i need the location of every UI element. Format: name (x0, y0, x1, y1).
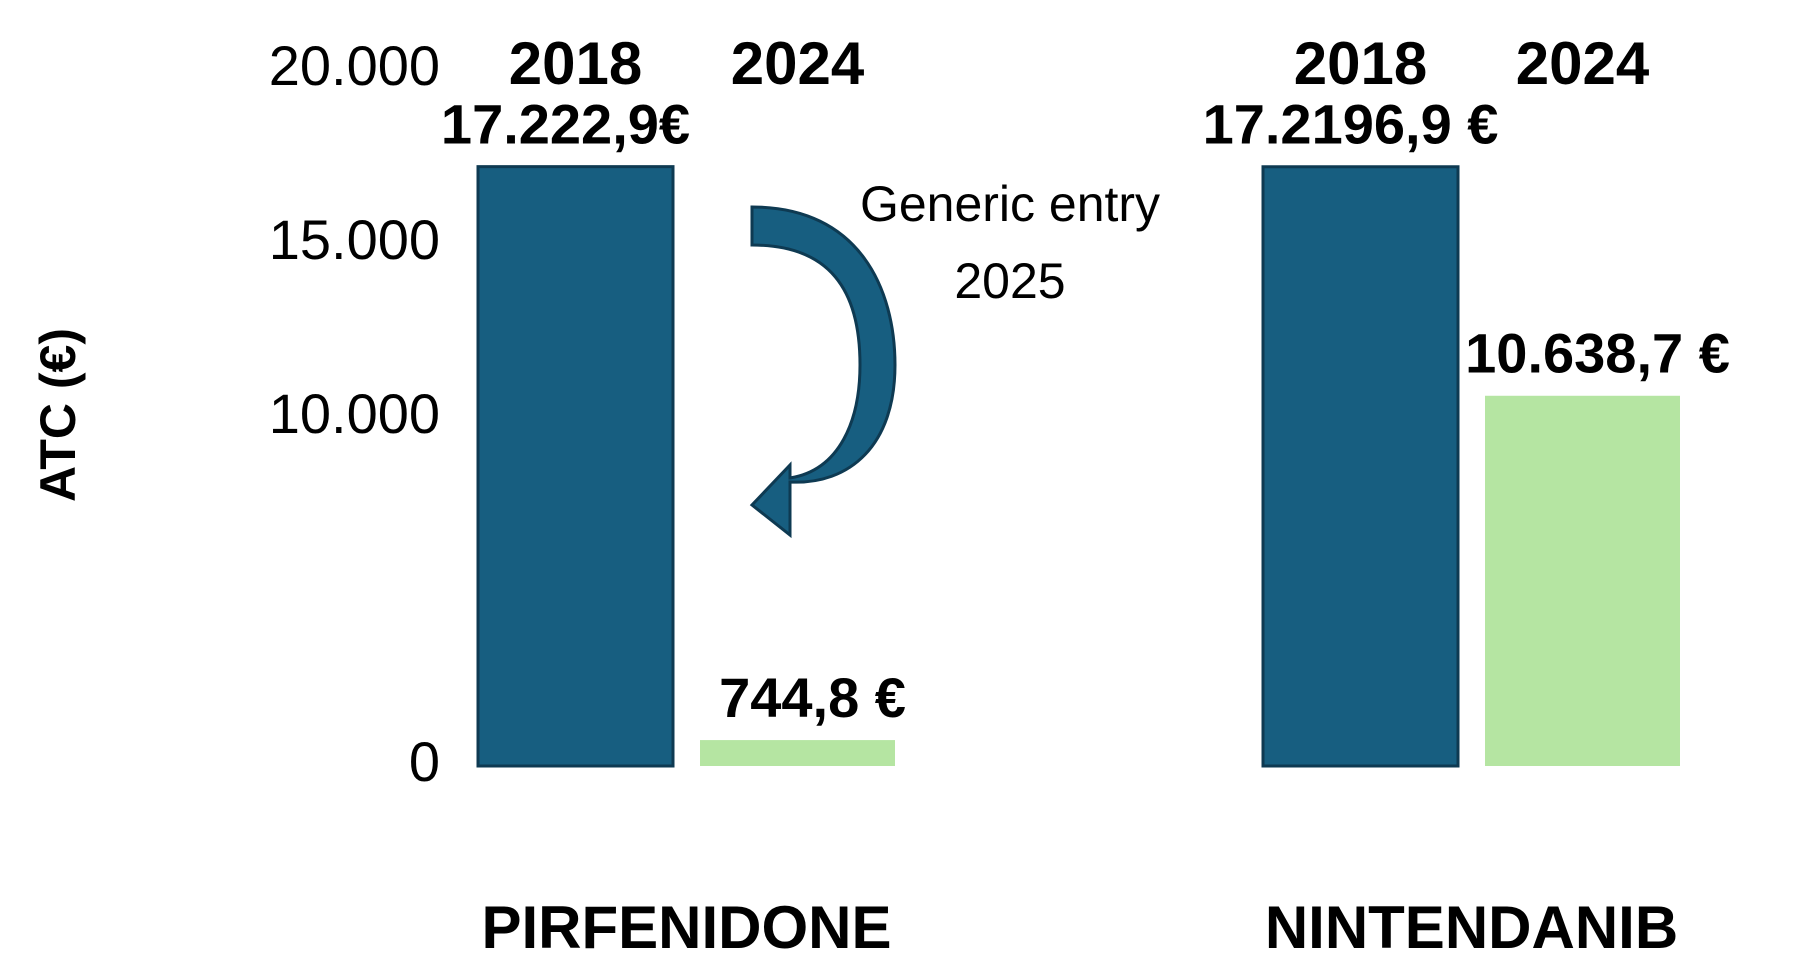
legend-label: 2018 (1294, 30, 1427, 97)
data-label: 17.2196,9 € (1203, 93, 1499, 156)
data-label: 744,8 € (719, 666, 906, 729)
annotation: 2025 (954, 253, 1065, 309)
bar (1485, 395, 1680, 766)
y-tick-label: 0 (409, 730, 440, 793)
x-tick-label: NINTENDANIB (1265, 894, 1678, 961)
data-label: 10.638,7 € (1465, 322, 1730, 385)
bar (700, 740, 895, 766)
legend-label: 2024 (731, 30, 865, 97)
bar (476, 165, 675, 768)
legend-label: 2024 (1516, 30, 1650, 97)
legend-label: 2018 (509, 30, 642, 97)
generic-entry-arrow (749, 205, 897, 539)
x-tick-label: PIRFENIDONE (481, 894, 891, 961)
annotation: Generic entry (860, 176, 1160, 232)
y-tick-label: 20.000 (269, 34, 440, 97)
y-tick-label: 10.000 (269, 382, 440, 445)
bar (1261, 165, 1460, 768)
data-label: 17.222,9€ (441, 92, 690, 155)
y-tick-label: 15.000 (269, 208, 440, 271)
y-axis-label: ATC (€) (30, 328, 86, 502)
